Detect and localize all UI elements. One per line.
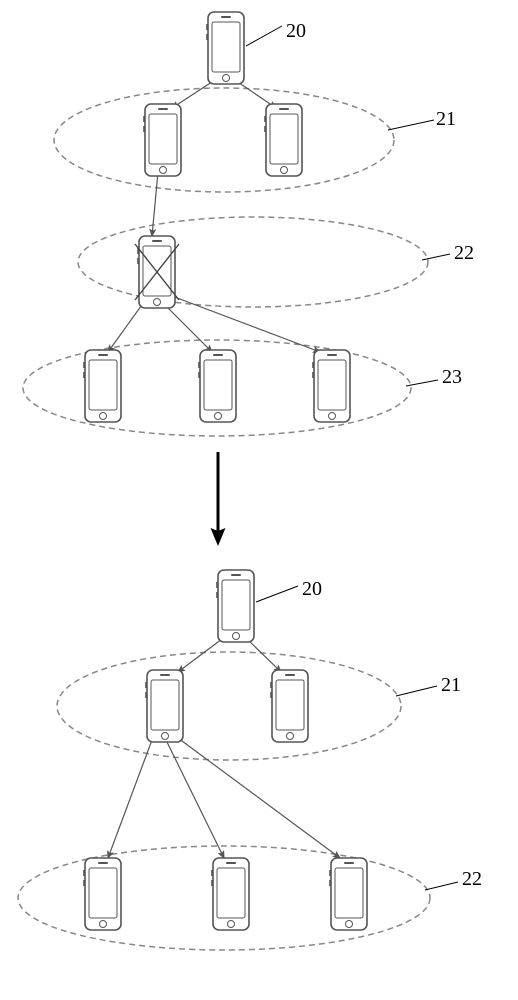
lead-line	[388, 120, 434, 130]
ellipse-b21	[57, 652, 401, 760]
label-20-top: 20	[286, 20, 306, 43]
label-21-top: 21	[436, 108, 456, 131]
device-23-right	[312, 350, 350, 422]
device-21-left	[143, 104, 181, 176]
device-b22-left	[83, 858, 121, 930]
label-22-top: 22	[454, 242, 474, 265]
device-b21-left	[145, 670, 183, 742]
lead-line	[425, 882, 458, 890]
label-21-bot: 21	[441, 674, 461, 697]
ellipse-21	[54, 88, 394, 192]
lead-line	[256, 586, 298, 602]
diagram-svg	[0, 0, 518, 1000]
device-source-bot	[216, 570, 254, 642]
arrow-22-23M	[162, 302, 212, 352]
device-source-top	[206, 12, 244, 84]
device-b22-mid	[211, 858, 249, 930]
device-b22-right	[329, 858, 367, 930]
lead-line	[406, 380, 438, 386]
label-22-bot: 22	[462, 868, 482, 891]
device-23-left	[83, 350, 121, 422]
arrow-b21L-22M	[166, 740, 224, 858]
device-23-mid	[198, 350, 236, 422]
diagram-container: 20 21 22 23 20 21 22	[0, 0, 518, 1000]
label-20-bot: 20	[302, 578, 322, 601]
device-22-crossed	[135, 236, 179, 308]
lead-line	[246, 26, 282, 46]
arrow-b21L-22L	[108, 740, 152, 858]
arrow-21L-22	[152, 172, 158, 236]
arrow-22-23R	[172, 296, 320, 352]
label-23-top: 23	[442, 366, 462, 389]
lead-line	[396, 686, 437, 696]
device-21-right	[264, 104, 302, 176]
device-b21-right	[270, 670, 308, 742]
arrow-b21L-22R	[178, 738, 340, 858]
ellipse-22	[78, 217, 428, 307]
